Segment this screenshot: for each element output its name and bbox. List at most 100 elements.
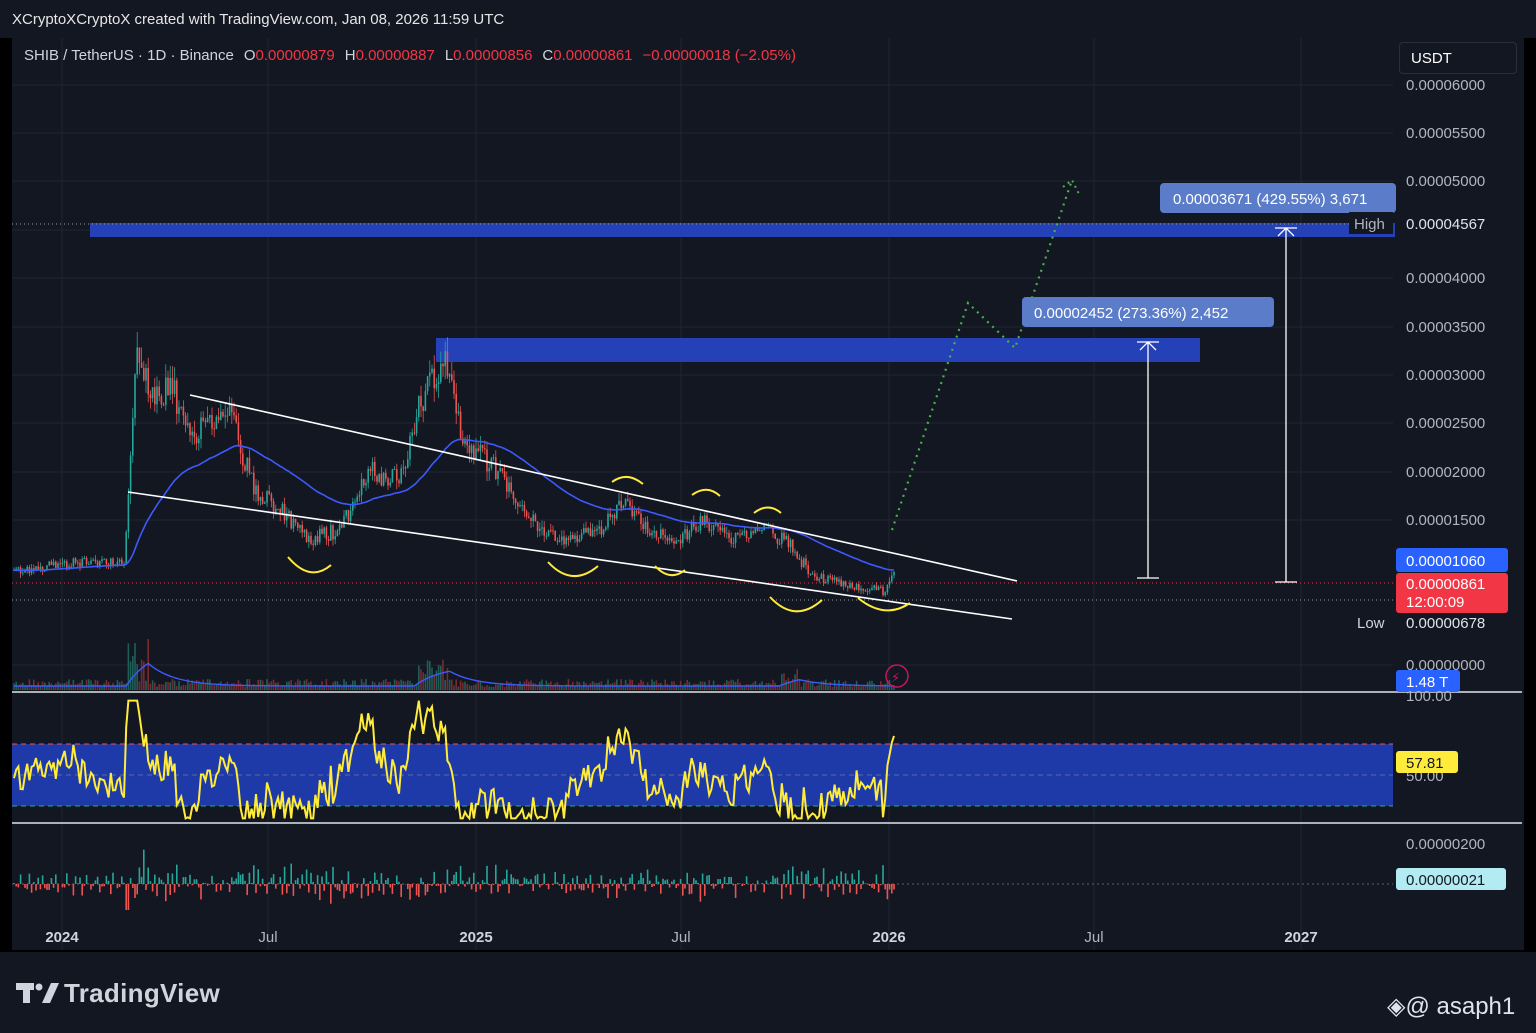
macd-bar [589,874,592,884]
candle-body [556,540,559,542]
macd-bar [710,884,713,886]
candle-body [85,557,88,565]
candle-body [847,586,849,588]
macd-bar [543,873,545,884]
candle-body [877,586,880,590]
candle-body [715,523,717,526]
candle-body [180,406,182,408]
candle-body [74,558,77,563]
volume-bar [684,683,686,690]
macd-bar [673,879,675,884]
volume-bar [193,681,196,690]
candle-body [103,558,105,560]
volume-bar [833,680,836,690]
macd-bar [393,884,396,886]
volume-bar [893,685,895,690]
candle-body [589,528,592,537]
candle-body [431,368,433,373]
macd-bar [781,884,783,899]
macd-bar [488,884,490,886]
touch-arcs [287,476,911,613]
candle-body [294,518,297,523]
volume-bar [864,685,867,690]
candle-body [415,417,418,434]
candle-body [400,468,402,484]
candle-body [308,535,310,543]
price-chart[interactable]: 0.00003671 (429.55%) 3,671 0.00002452 (2… [0,0,1536,952]
candle-body [547,530,550,536]
currency-button[interactable]: USDT [1399,42,1517,74]
last-price: 0.00000861 [1406,576,1485,593]
candle-body [798,558,801,560]
macd-bar [299,884,301,889]
candle-body [220,411,222,420]
volume-bar [497,684,499,690]
macd-bar [671,881,673,884]
macd-bar [85,875,88,884]
volume-bar [783,673,785,690]
candle-body [72,558,75,567]
volume-bar [717,684,719,690]
volume-bar [255,686,257,690]
macd-bar [13,883,15,884]
volume-bar [816,685,818,690]
volume-bar [341,686,343,690]
time-tick: Jul [1084,929,1103,946]
macd-bar [649,880,651,884]
macd-bar [431,884,433,887]
volume-bar [323,686,325,690]
volume-bar [134,642,136,690]
volume-bar [512,683,515,690]
candle-body [860,588,862,591]
volume-bar [543,686,545,690]
symbol-label[interactable]: SHIB / TetherUS · 1D · Binance [24,47,234,64]
macd-bar [827,884,829,898]
candle-body [435,384,438,389]
binance-icon: ◈ [1387,993,1406,1020]
candle-body [68,566,70,569]
macd-bar [754,884,757,891]
macd-bar [266,884,268,894]
macd-bar [629,877,631,884]
candle-body [484,448,486,450]
candle-body [248,457,251,473]
macd-bar [99,884,101,893]
volume-bar [347,684,350,690]
macd-bar [723,876,726,884]
candle-body [99,561,101,567]
volume-bar [481,685,484,690]
candle-body [92,559,94,561]
macd-bar [334,884,336,888]
macd-bar [479,884,482,890]
candle-body [442,363,444,367]
macd-bar [26,884,28,890]
candle-body [602,529,605,535]
arc-3 [654,565,686,577]
macd-bar [607,884,609,899]
volume-bar [365,679,367,690]
volume-bar [369,685,372,690]
macd-bar [415,884,418,896]
volume-bar [662,686,664,690]
low-value-bg [1398,610,1510,634]
volume-bar [624,679,627,690]
macd-bar [327,882,330,884]
volume-bar [455,679,457,690]
candle-body [378,473,380,482]
volume-bar [442,659,444,690]
macd-bar [842,884,845,895]
candle-body [862,588,864,591]
macd-bar [776,877,779,884]
volume-bar [860,686,862,690]
candle-body [778,543,781,545]
macd-bar [233,881,235,884]
macd-bar [286,884,288,894]
macd-bar [613,880,616,884]
candle-body [752,531,754,533]
volume-bar [565,684,567,690]
volume-bar [191,680,193,690]
macd-bar [616,884,618,898]
candle-body [162,404,165,406]
candle-body [822,574,825,583]
candle-body [94,559,97,562]
